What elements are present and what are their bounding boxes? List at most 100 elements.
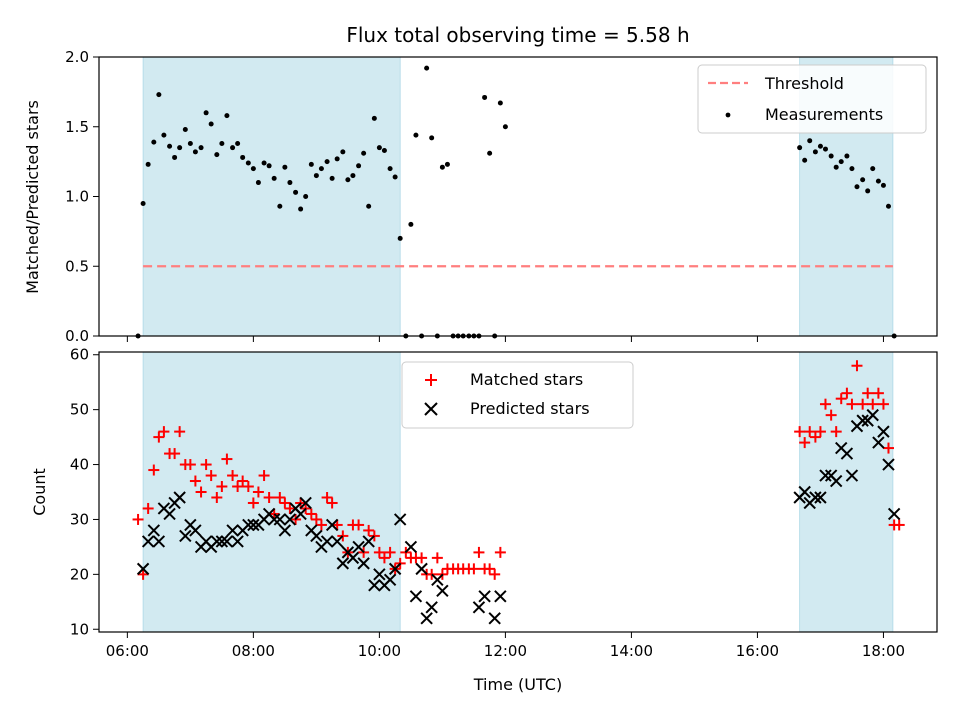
- measurement-point: [187, 140, 193, 146]
- measurement-point: [340, 149, 346, 155]
- measurement-point: [828, 153, 834, 159]
- matched-star-point: [158, 426, 170, 438]
- matched-star-point: [169, 448, 181, 460]
- predicted-star-point: [141, 535, 155, 548]
- matched-star-point: [247, 497, 259, 509]
- predicted-star-point: [388, 562, 402, 576]
- matched-star-point: [819, 398, 831, 410]
- measurement-point: [838, 159, 844, 165]
- matched-star-point: [825, 409, 837, 421]
- predicted-star-point: [352, 540, 365, 554]
- matched-star-point: [431, 552, 443, 564]
- measurement-point: [167, 143, 173, 149]
- measurement-point: [235, 140, 241, 146]
- measurement-point: [376, 145, 382, 151]
- measurement-point: [161, 132, 167, 138]
- matched-star-point: [310, 513, 322, 525]
- predicted-star-point: [179, 529, 192, 543]
- measurement-point: [277, 203, 283, 209]
- matched-star-point: [384, 546, 396, 558]
- measurement-point: [208, 121, 214, 127]
- measurement-point: [822, 146, 828, 152]
- predicted-star-point: [866, 408, 879, 422]
- measurement-point: [219, 140, 225, 146]
- measurement-point: [366, 203, 372, 209]
- matched-star-point: [368, 530, 380, 542]
- matched-star-point: [274, 491, 286, 503]
- top-data-layer: [135, 65, 897, 339]
- matched-star-point: [846, 398, 858, 410]
- measurement-point: [356, 163, 362, 169]
- measurement-point: [439, 164, 445, 170]
- measurement-point: [318, 166, 324, 172]
- matched-star-point: [211, 491, 223, 503]
- matched-star-point: [353, 519, 365, 531]
- y-tick-label: 30: [70, 510, 89, 528]
- measurement-point: [329, 175, 335, 181]
- x-tick-label: 14:00: [610, 642, 653, 660]
- predicted-star-point: [882, 458, 895, 471]
- measurement-point: [807, 138, 813, 144]
- predicted-star-point: [436, 584, 449, 598]
- bottom-axes-frame: [98, 351, 938, 633]
- matched-star-point: [416, 552, 428, 564]
- predicted-star-point: [346, 551, 360, 565]
- measurement-point: [271, 175, 277, 181]
- matched-star-point: [258, 470, 270, 482]
- measurement-point: [870, 166, 876, 172]
- measurement-point: [156, 92, 162, 98]
- predicted-star-point: [273, 513, 287, 526]
- matched-star-point: [153, 431, 165, 443]
- top-y-axis-label: Matched/Predicted stars: [23, 100, 42, 294]
- predicted-star-point: [231, 535, 244, 548]
- x-tick-label: 10:00: [358, 642, 401, 660]
- chart-title: Flux total observing time = 5.58 h: [346, 23, 689, 47]
- matched-star-point: [794, 426, 806, 438]
- observing-window-span: [142, 56, 401, 337]
- predicted-star-point: [814, 491, 827, 504]
- matched-star-point: [867, 398, 879, 410]
- measurement-point: [172, 154, 178, 160]
- measurement-point: [802, 157, 808, 163]
- matched-star-point: [882, 442, 894, 454]
- measurement-point: [424, 65, 430, 71]
- bottom-data-layer: [132, 360, 905, 625]
- predicted-star-point: [278, 524, 292, 537]
- measurement-point: [240, 154, 246, 160]
- measurement-point: [182, 127, 188, 133]
- measurement-point: [413, 132, 419, 138]
- matched-star-point: [137, 568, 149, 580]
- predicted-star-point: [310, 529, 323, 543]
- top-legend: Threshold Measurements: [697, 64, 927, 134]
- measurement-point: [860, 177, 866, 183]
- matched-star-point: [373, 546, 385, 558]
- matched-star-point: [142, 502, 154, 514]
- bottom-y-axis-label: Count: [30, 468, 49, 516]
- matched-star-point: [216, 481, 228, 493]
- predicted-star-point: [215, 535, 229, 548]
- measurement-point: [854, 184, 860, 190]
- measurement-point: [287, 180, 293, 186]
- matched-star-point: [877, 398, 889, 410]
- matched-star-point: [841, 387, 853, 399]
- matched-star-point: [872, 387, 884, 399]
- measurement-point: [214, 152, 220, 158]
- measurement-point: [313, 173, 319, 179]
- legend-matched-swatch: [425, 374, 437, 386]
- measurement-point: [245, 160, 251, 166]
- matched-star-point: [484, 563, 496, 575]
- y-tick-label: 0.0: [65, 327, 89, 345]
- x-tick-label: 06:00: [106, 642, 149, 660]
- y-tick-label: 10: [70, 620, 89, 638]
- predicted-star-point: [420, 612, 433, 625]
- matched-star-point: [851, 360, 863, 372]
- matched-star-point: [263, 491, 275, 503]
- measurement-point: [203, 110, 209, 116]
- predicted-star-point: [226, 524, 239, 537]
- y-tick-label: 2.0: [65, 48, 89, 66]
- matched-star-point: [326, 497, 338, 509]
- predicted-star-point: [872, 436, 885, 449]
- measurement-point: [177, 145, 183, 151]
- measurement-point: [308, 161, 314, 167]
